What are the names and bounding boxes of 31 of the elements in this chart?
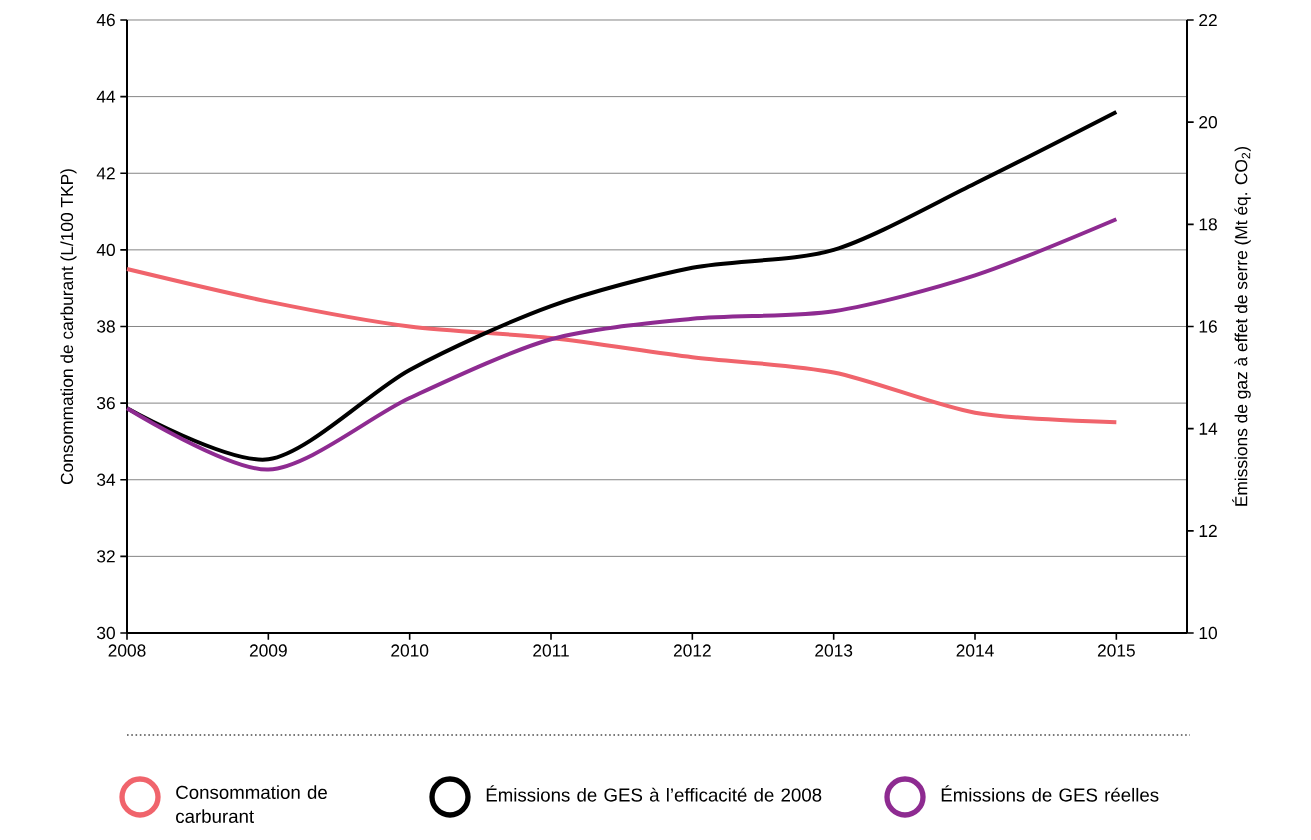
x-tick-label: 2015	[1097, 644, 1135, 657]
y-tick-label: 40	[96, 243, 115, 257]
x-tick-label: 2009	[249, 644, 287, 657]
x-tick-label: 2013	[815, 644, 853, 657]
y2-tick-label: 20	[1199, 116, 1217, 129]
y2-tick-label: 18	[1199, 218, 1217, 231]
y2-tick-label: 16	[1199, 320, 1217, 333]
legend-label: Émissions de GES réelles	[941, 785, 1159, 802]
y-tick-label: 30	[97, 626, 115, 640]
x-tick-label: 2010	[391, 644, 429, 657]
line-series	[125, 217, 1119, 472]
line-series	[125, 267, 1119, 425]
y-axis-title: Consommation de carburant (L/100 TKP)	[60, 169, 77, 485]
x-tick-label: 2011	[533, 644, 569, 657]
y2-tick-label: 10	[1199, 626, 1217, 640]
y-tick-label: 32	[97, 550, 115, 563]
x-tick-label: 2012	[673, 644, 711, 657]
y2-axis-title: Émissions de gaz à effet de serre (Mt éq. CO$_{2}$)	[1232, 146, 1251, 506]
x-tick-label: 2014	[956, 644, 994, 657]
y2-tick-label: 22	[1199, 13, 1217, 27]
legend-label: Consommation de carburant	[176, 785, 327, 823]
y-tick-label: 42	[96, 167, 115, 180]
y-tick-label: 34	[97, 473, 116, 486]
y-tick-label: 46	[96, 13, 115, 27]
x-tick-label: 2008	[108, 644, 146, 657]
y-tick-label: 38	[97, 320, 115, 333]
y-tick-label: 36	[97, 396, 115, 410]
y2-tick-label: 14	[1199, 422, 1218, 435]
y-tick-label: 44	[96, 90, 116, 103]
y2-tick-label: 12	[1199, 524, 1217, 537]
legend-label: Émissions de GES à l’efficacité de 2008	[486, 785, 822, 802]
